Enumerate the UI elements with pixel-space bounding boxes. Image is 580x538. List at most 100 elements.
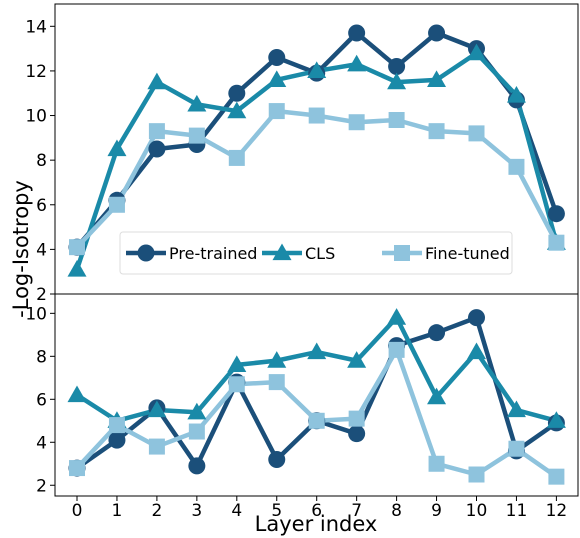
cls-point-10 (467, 342, 486, 360)
y-tick-label: 12 (25, 62, 47, 82)
cls-point-11 (506, 85, 526, 103)
fine-tuned-point-2 (148, 123, 165, 140)
x-tick-labels: 0 1 2 3 4 5 6 7 8 9 10 11 12 (72, 496, 568, 521)
fine-tuned-point-11 (508, 158, 525, 175)
fine-tuned-point-12 (548, 468, 565, 485)
cls-point-10 (467, 43, 486, 61)
y-tick-label: 6 (36, 196, 47, 216)
fine-tuned-point-8 (388, 112, 405, 128)
pre-trained-point-8 (388, 57, 406, 75)
pre-trained-point-1 (108, 431, 126, 449)
cls-point-11 (506, 400, 526, 418)
y-axis-label: -Log-Isotropy (9, 180, 33, 318)
fine-tuned-point-6 (308, 412, 325, 429)
pre-trained-point-2 (148, 140, 166, 158)
pre-trained-point-12 (547, 205, 565, 223)
cls-point-8 (387, 308, 407, 325)
legend-marker-pre-trained-point-0 (137, 244, 155, 262)
y-tick-label: 4 (36, 240, 47, 260)
fine-tuned-point-0 (69, 239, 85, 256)
legend-marker-cls-point-0 (272, 243, 292, 261)
cls-point-2 (147, 400, 167, 418)
pre-trained-point-10 (468, 309, 485, 327)
legend-label-fine-tuned: Fine-tuned (425, 244, 510, 263)
x-tick-label: 2 (151, 501, 162, 521)
pre-trained-point-9 (428, 324, 446, 342)
x-tick-label: 4 (231, 501, 242, 521)
fine-tuned-point-4 (228, 149, 245, 166)
cls-point-9 (427, 387, 447, 405)
fine-tuned-point-0 (69, 460, 85, 477)
cls-point-9 (427, 70, 447, 87)
pre-trained-point-9 (428, 24, 446, 42)
pre-trained-point-4 (228, 84, 246, 102)
cls-point-2 (147, 72, 167, 90)
y-tick-label: 2 (36, 476, 47, 496)
cls-point-3 (187, 94, 207, 112)
y-tick-label: 4 (36, 433, 47, 453)
x-tick-label: 5 (271, 501, 282, 521)
cls-point-3 (187, 402, 207, 420)
cls-point-7 (347, 54, 367, 72)
y-tick-label: 6 (36, 390, 47, 410)
fine-tuned-point-3 (188, 127, 205, 144)
x-tick-label: 3 (191, 501, 202, 521)
pre-trained-point-5 (268, 450, 286, 468)
fine-tuned-point-10 (468, 466, 485, 483)
cls-point-0 (67, 259, 87, 277)
cls-point-5 (267, 70, 287, 87)
fine-tuned-point-10 (468, 125, 485, 142)
fine-tuned-point-12 (548, 234, 565, 251)
cls-point-8 (387, 72, 407, 90)
cls-point-7 (347, 351, 367, 368)
legend-box (119, 231, 513, 275)
cls-point-0 (67, 385, 87, 403)
legend-marker-fine-tuned-point-0 (394, 245, 410, 261)
pre-trained-point-7 (348, 425, 366, 443)
fine-tuned-point-6 (308, 107, 325, 124)
x-tick-label: 0 (72, 501, 83, 521)
fine-tuned-point-5 (268, 374, 285, 391)
fine-tuned-point-8 (388, 341, 405, 358)
x-tick-label: 8 (391, 501, 402, 521)
x-tick-label: 12 (546, 501, 568, 521)
fine-tuned-point-7 (348, 114, 365, 131)
y-tick-label: 2 (36, 285, 47, 305)
bottom-panel: 2 4 6 8 10 (25, 293, 579, 497)
cls-point-4 (227, 101, 247, 119)
y-tick-label: 8 (36, 347, 47, 367)
fine-tuned-point-7 (348, 410, 365, 427)
x-tick-label: 9 (431, 501, 442, 521)
cls-point-6 (307, 61, 327, 79)
y-tick-label: 14 (25, 17, 47, 37)
cls-point-12 (546, 411, 566, 428)
fine-tuned-point-11 (508, 440, 525, 457)
fine-tuned-point-1 (108, 417, 125, 434)
top-panel: 2 4 6 8 10 12 14 (25, 3, 579, 305)
x-tick-label: 11 (506, 501, 528, 521)
pre-trained-point-5 (268, 49, 286, 67)
pre-trained-point-3 (188, 457, 206, 475)
fine-tuned-point-9 (428, 123, 445, 140)
fine-tuned-point-4 (228, 376, 245, 393)
pre-trained-point-7 (348, 24, 366, 42)
cls-point-5 (267, 351, 287, 368)
x-tick-label: 7 (351, 501, 362, 521)
legend: Pre-trained CLS Fine-tuned (119, 231, 513, 275)
x-tick-label: 1 (112, 501, 123, 521)
cls-point-4 (227, 355, 247, 373)
fine-tuned-point-9 (428, 455, 445, 472)
y-tick-label: 8 (36, 151, 47, 171)
x-axis-label: Layer index (255, 512, 378, 536)
legend-label-pre-trained: Pre-trained (169, 244, 257, 263)
fine-tuned-point-2 (148, 438, 165, 455)
x-tick-label: 10 (466, 501, 488, 521)
x-tick-label: 6 (311, 501, 322, 521)
y-tick-label: 10 (25, 304, 47, 324)
y-tick-label: 10 (25, 107, 47, 127)
fine-tuned-point-5 (268, 103, 285, 120)
legend-label-cls: CLS (305, 244, 335, 263)
cls-point-6 (307, 342, 327, 360)
cls-point-1 (107, 139, 127, 157)
